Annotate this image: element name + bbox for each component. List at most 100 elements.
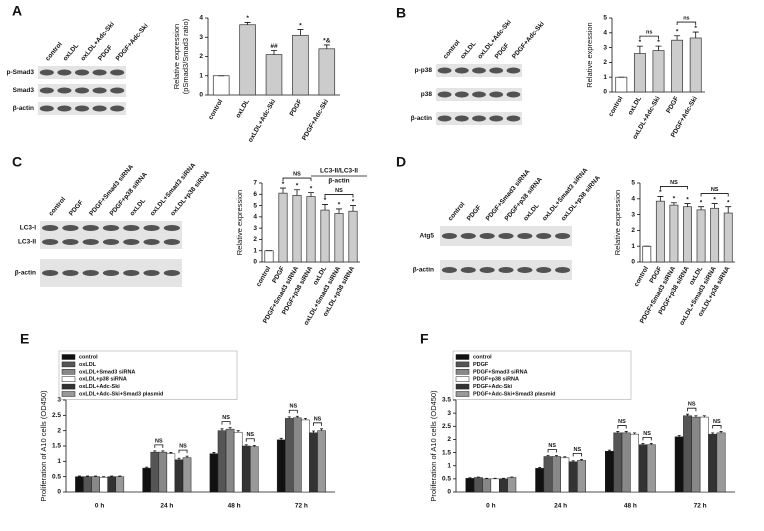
error-bar bbox=[476, 476, 480, 478]
y-tick-label: 0.5 bbox=[52, 473, 61, 480]
bar bbox=[75, 476, 84, 493]
legend-swatch bbox=[61, 391, 76, 397]
band bbox=[441, 233, 457, 239]
annotation: * bbox=[659, 189, 662, 196]
bar bbox=[334, 213, 344, 263]
band bbox=[39, 69, 54, 76]
y-tick-label: 0 bbox=[199, 92, 203, 99]
panel-letter: C bbox=[12, 154, 22, 170]
bar bbox=[696, 209, 706, 263]
band-label: LC3-I bbox=[20, 225, 36, 232]
y-tick-label: 4 bbox=[631, 196, 635, 203]
y-axis-label: Proliferation of A10 cells (OD450) bbox=[39, 390, 48, 502]
x-tick-label: PDGF bbox=[665, 95, 680, 114]
error-bar bbox=[279, 437, 283, 440]
bracket bbox=[712, 425, 722, 429]
bracket-label: NS bbox=[246, 432, 254, 438]
bar bbox=[710, 207, 720, 263]
y-tick-label: 4 bbox=[253, 214, 257, 221]
bar bbox=[465, 478, 475, 493]
y-tick-label: 0 bbox=[603, 89, 607, 96]
bar bbox=[577, 460, 586, 493]
bracket-label: NS bbox=[314, 416, 322, 422]
lane-label: PDGF bbox=[494, 42, 511, 60]
error-bar bbox=[236, 430, 240, 433]
bar bbox=[535, 468, 545, 493]
error-bar bbox=[677, 435, 681, 437]
x-tick-label: 24 h bbox=[160, 503, 173, 510]
error-bar bbox=[641, 442, 645, 445]
legend-label: PDGF+p38 siRNA bbox=[473, 377, 519, 383]
bar bbox=[482, 478, 492, 493]
y-tick-label: 1 bbox=[603, 74, 607, 81]
band bbox=[489, 115, 504, 122]
error-bar bbox=[501, 477, 505, 479]
bar bbox=[498, 478, 508, 493]
band bbox=[82, 225, 99, 231]
y-tick-label: 1 bbox=[631, 243, 635, 250]
error-bar bbox=[571, 460, 575, 462]
bar bbox=[276, 439, 286, 493]
annotation: * bbox=[282, 181, 285, 188]
error-bar bbox=[169, 452, 173, 454]
band bbox=[57, 87, 72, 94]
x-tick-label: oxLDL bbox=[627, 95, 643, 116]
bar bbox=[723, 212, 733, 263]
annotation: * bbox=[694, 25, 697, 32]
band bbox=[62, 270, 79, 276]
band bbox=[555, 233, 571, 239]
band-label: β-actin bbox=[15, 270, 36, 277]
band bbox=[123, 225, 140, 231]
band-label: β-actin bbox=[13, 105, 34, 112]
annotation: * bbox=[673, 195, 676, 202]
y-tick-label: 6 bbox=[253, 191, 257, 198]
bracket-label: NS bbox=[179, 444, 187, 450]
bar bbox=[293, 417, 302, 493]
band-label: Smad3 bbox=[13, 87, 35, 94]
band bbox=[163, 225, 180, 231]
lane-label: PDGF bbox=[68, 199, 85, 217]
bar bbox=[217, 430, 227, 493]
chart-title: LC3-II/LC3-II bbox=[320, 168, 358, 175]
error-bar bbox=[719, 431, 723, 433]
bracket bbox=[313, 422, 322, 426]
legend-swatch bbox=[61, 354, 76, 360]
y-tick-label: 3 bbox=[253, 225, 257, 232]
error-bar bbox=[649, 442, 653, 445]
error-bar bbox=[711, 432, 715, 435]
bar bbox=[309, 432, 318, 493]
bracket-label: NS bbox=[155, 438, 163, 444]
y-tick-label: 2 bbox=[603, 59, 607, 66]
error-bar bbox=[308, 192, 314, 197]
bar bbox=[716, 432, 726, 493]
bar bbox=[209, 453, 219, 493]
error-bar bbox=[118, 475, 122, 477]
y-tick-label: 3 bbox=[199, 34, 203, 41]
lane-label: oxLDL bbox=[129, 197, 147, 217]
error-bar bbox=[252, 444, 256, 447]
legend-box bbox=[58, 350, 238, 400]
y-tick-label: 7 bbox=[253, 180, 257, 187]
band bbox=[536, 233, 552, 239]
lane-label: PDGF+p38 siRNA bbox=[108, 171, 149, 217]
bracket bbox=[676, 21, 697, 26]
x-tick-label: oxLDL+Adc-Ski bbox=[247, 98, 277, 143]
x-tick-label: control bbox=[255, 265, 272, 288]
bar bbox=[233, 431, 243, 493]
error-bar bbox=[624, 431, 628, 433]
band bbox=[123, 239, 140, 245]
legend-label: oxLDL+Adc-Ski+Smad3 plasmid bbox=[79, 391, 163, 397]
bracket-label: NS bbox=[222, 415, 230, 421]
lane-label: PDGF+Adc-Ski bbox=[115, 22, 150, 62]
band bbox=[472, 67, 486, 74]
error-bar bbox=[153, 450, 157, 453]
band bbox=[82, 239, 99, 245]
bar bbox=[142, 467, 151, 493]
band bbox=[102, 239, 120, 245]
bracket bbox=[639, 35, 659, 40]
lane-label: oxLDL bbox=[522, 202, 540, 222]
lane-label: oxLDL bbox=[459, 40, 477, 60]
band bbox=[506, 115, 521, 122]
error-bar bbox=[350, 205, 356, 212]
x-tick-label: 72 h bbox=[295, 503, 308, 510]
